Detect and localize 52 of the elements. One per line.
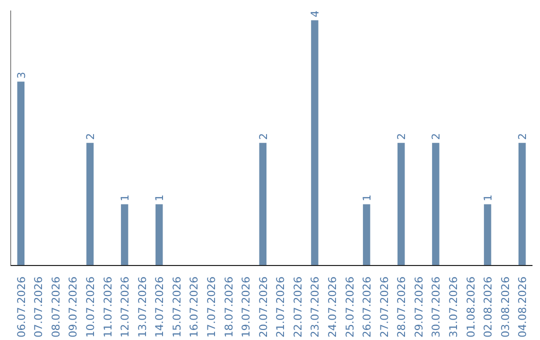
- x-tick-label: 28.07.2026: [395, 276, 408, 338]
- x-tick-label: 02.08.2026: [482, 276, 495, 338]
- x-tick-label: 16.07.2026: [188, 276, 201, 338]
- x-tick-label: 07.07.2026: [32, 276, 46, 338]
- data-label: 2: [256, 133, 270, 140]
- x-tick-label: 24.07.2026: [326, 276, 339, 338]
- x-tick-label: 13.07.2026: [136, 276, 149, 338]
- x-tick-label: 27.07.2026: [378, 276, 391, 338]
- bar: [259, 142, 266, 266]
- x-tick-label: 29.07.2026: [412, 276, 426, 338]
- data-label: 1: [153, 194, 166, 202]
- x-tick-label: 08.07.2026: [49, 276, 62, 338]
- x-tick-label: 17.07.2026: [205, 276, 218, 338]
- bar: [518, 142, 526, 266]
- bar: [17, 82, 24, 266]
- x-tick-label: 10.07.2026: [84, 276, 98, 338]
- x-tick-label: 22.07.2026: [291, 276, 304, 338]
- bar: [311, 20, 318, 266]
- x-tick-label: 19.07.2026: [240, 276, 253, 338]
- bar: [120, 204, 128, 266]
- data-label: 1: [118, 194, 132, 202]
- x-tick-label: 30.07.2026: [430, 276, 443, 338]
- x-tick-label: 09.07.2026: [66, 276, 80, 338]
- x-tick-label: 01.08.2026: [464, 276, 478, 338]
- data-label: 4: [308, 10, 322, 18]
- x-tick-label: 11.07.2026: [101, 276, 114, 338]
- x-tick-label: 26.07.2026: [360, 276, 374, 338]
- data-label: 3: [14, 72, 28, 79]
- bar: [484, 204, 492, 266]
- bar: [398, 142, 405, 266]
- data-label: 1: [482, 194, 495, 202]
- bar: [86, 142, 94, 266]
- bar: [432, 142, 440, 266]
- x-tick-label: 14.07.2026: [153, 276, 166, 338]
- bar: [156, 204, 163, 266]
- data-label: 1: [360, 194, 374, 202]
- data-label: 2: [516, 133, 530, 140]
- x-tick-label: 06.07.2026: [14, 276, 28, 338]
- x-tick-label: 04.08.2026: [516, 276, 530, 338]
- x-tick-label: 03.08.2026: [498, 276, 512, 338]
- bar: [362, 204, 370, 266]
- data-label: 2: [395, 133, 408, 140]
- x-tick-label: 25.07.2026: [343, 276, 356, 338]
- x-tick-label: 23.07.2026: [308, 276, 322, 338]
- data-label: 2: [84, 133, 98, 140]
- x-tick-label: 18.07.2026: [222, 276, 236, 338]
- x-tick-label: 31.07.2026: [446, 276, 460, 338]
- x-tick-label: 15.07.2026: [170, 276, 184, 338]
- x-tick-label: 20.07.2026: [256, 276, 270, 338]
- x-tick-label: 12.07.2026: [118, 276, 132, 338]
- data-label: 2: [430, 133, 443, 140]
- x-tick-label: 21.07.2026: [274, 276, 288, 338]
